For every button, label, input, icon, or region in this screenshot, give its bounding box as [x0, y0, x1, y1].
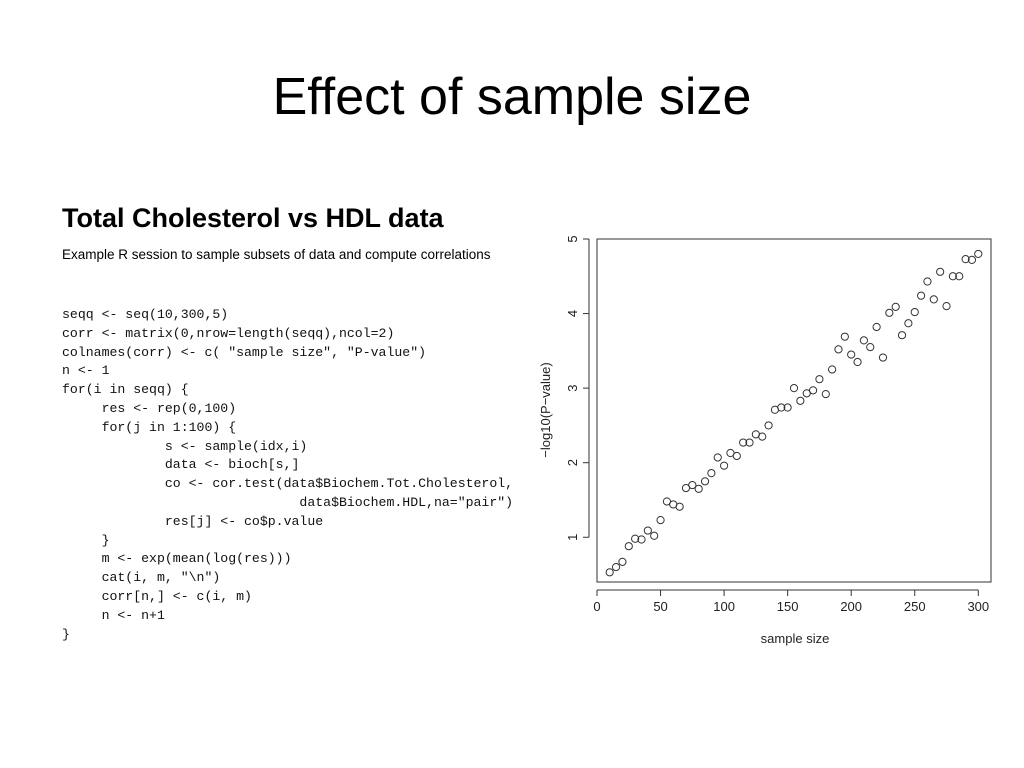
data-point: [974, 249, 983, 259]
data-point: [605, 568, 614, 577]
code-line: data$Biochem.HDL,na="pair"): [62, 494, 514, 510]
plot-frame: [596, 238, 992, 583]
code-line: }: [62, 626, 70, 642]
data-points: [605, 249, 983, 577]
data-point: [808, 386, 818, 395]
code-line: data <- bioch[s,]: [62, 457, 300, 473]
code-line: for(i in seqq) {: [62, 382, 189, 398]
data-point: [891, 302, 900, 311]
code-line: colnames(corr) <- c( "sample size", "P-v…: [62, 344, 427, 360]
y-tick-label: 4: [565, 310, 580, 317]
data-point: [866, 343, 875, 352]
data-point: [815, 375, 824, 384]
subheading: Total Cholesterol vs HDL data: [62, 203, 444, 233]
data-point: [955, 272, 964, 281]
code-line: }: [62, 532, 110, 548]
data-point: [694, 484, 703, 493]
code-line: seqq <- seq(10,300,5): [62, 307, 229, 322]
data-point: [789, 384, 799, 393]
x-tick-label: 300: [967, 599, 989, 614]
code-line: corr <- matrix(0,nrow=length(seqq),ncol=…: [62, 325, 395, 341]
x-tick-label: 250: [904, 599, 926, 614]
y-tick-label: 2: [565, 459, 580, 466]
code-line: cat(i, m, "\n"): [62, 570, 221, 586]
data-point: [897, 331, 907, 340]
code-line: s <- sample(idx,i): [62, 438, 308, 454]
code-line: co <- cor.test(data$Biochem.Tot.Choleste…: [62, 476, 514, 492]
code-line: corr[n,] <- c(i, m): [62, 588, 252, 604]
x-axis-label: sample size: [761, 631, 830, 646]
data-point: [840, 332, 849, 341]
data-point: [961, 255, 970, 264]
data-point: [745, 438, 754, 447]
data-point: [643, 526, 652, 535]
x-tick-label: 0: [593, 599, 600, 614]
data-point: [904, 319, 913, 328]
data-point: [631, 534, 640, 543]
data-point: [783, 403, 792, 412]
data-point: [916, 291, 926, 300]
data-point: [624, 542, 633, 551]
data-point: [764, 421, 773, 430]
data-point: [847, 350, 856, 359]
data-point: [758, 432, 767, 441]
x-tick-label: 150: [777, 599, 799, 614]
data-point: [611, 562, 621, 572]
data-point: [853, 357, 862, 367]
data-point: [878, 353, 888, 362]
data-point: [675, 502, 684, 511]
x-tick-label: 200: [840, 599, 862, 614]
data-point: [936, 267, 945, 276]
data-point: [859, 336, 869, 345]
data-point: [834, 345, 843, 354]
code-line: for(j in 1:100) {: [62, 419, 237, 435]
data-point: [739, 438, 748, 447]
data-point: [650, 531, 659, 540]
data-point: [700, 477, 710, 486]
code-line: res[j] <- co$p.value: [62, 513, 324, 529]
code-line: m <- exp(mean(log(res))): [62, 551, 292, 567]
data-point: [637, 535, 646, 544]
y-axis-label: −log10(P−value): [538, 362, 553, 457]
y-tick-label: 1: [565, 534, 580, 541]
data-point: [707, 469, 716, 478]
data-point: [942, 302, 951, 311]
y-tick-label: 5: [565, 235, 580, 242]
data-point: [910, 307, 919, 317]
data-point: [821, 389, 830, 399]
code-line: res <- rep(0,100): [62, 400, 237, 416]
data-point: [719, 461, 729, 470]
x-tick-label: 100: [713, 599, 735, 614]
data-point: [828, 365, 837, 374]
data-point: [713, 453, 722, 462]
x-axis: 0 50 100 150 200 250 300: [593, 589, 989, 614]
code-line: n <- n+1: [62, 607, 165, 623]
y-tick-label: 3: [565, 385, 580, 392]
data-point: [872, 322, 881, 332]
x-tick-label: 50: [653, 599, 667, 614]
data-point: [923, 277, 932, 286]
data-point: [777, 403, 786, 412]
data-point: [796, 396, 805, 405]
data-point: [688, 480, 697, 490]
r-code-block: seqq <- seq(10,300,5) corr <- matrix(0,nr…: [62, 306, 513, 644]
data-point: [656, 516, 665, 525]
y-axis: 1 2 3 4 5: [565, 235, 590, 541]
slide-title: Effect of sample size: [272, 68, 752, 126]
data-point: [618, 557, 627, 566]
caption: Example R session to sample subsets of d…: [62, 247, 491, 262]
data-point: [732, 451, 741, 461]
scatter-plot: 0 50 100 150 200 250 300 1 2 3 4 5 sample size −lo…: [538, 235, 992, 646]
code-line: n <- 1: [62, 363, 110, 379]
data-point: [885, 308, 894, 317]
data-point: [967, 255, 977, 264]
data-point: [948, 272, 957, 281]
data-point: [929, 295, 938, 304]
